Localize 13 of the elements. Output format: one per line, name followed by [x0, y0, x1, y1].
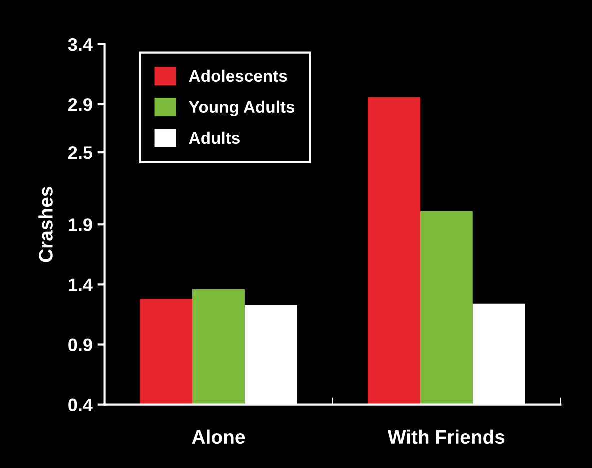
x-tick-label: Alone [192, 430, 246, 444]
y-tick-label: 2.9 [68, 98, 92, 112]
legend-label: Young Adults [189, 100, 295, 116]
y-tick-label: 0.9 [68, 338, 92, 352]
y-tick-label: 3.4 [68, 38, 93, 52]
legend-label: Adolescents [189, 70, 288, 82]
y-tick-label: 2.5 [68, 146, 92, 160]
x-tick-label: With Friends [388, 430, 505, 444]
y-axis-title: Crashes [38, 187, 53, 262]
y-tick-label: 0.4 [68, 398, 93, 412]
legend-label: Adults [189, 132, 240, 144]
y-tick-label: 1.4 [69, 278, 93, 292]
y-tick-label: 1.9 [69, 218, 92, 232]
